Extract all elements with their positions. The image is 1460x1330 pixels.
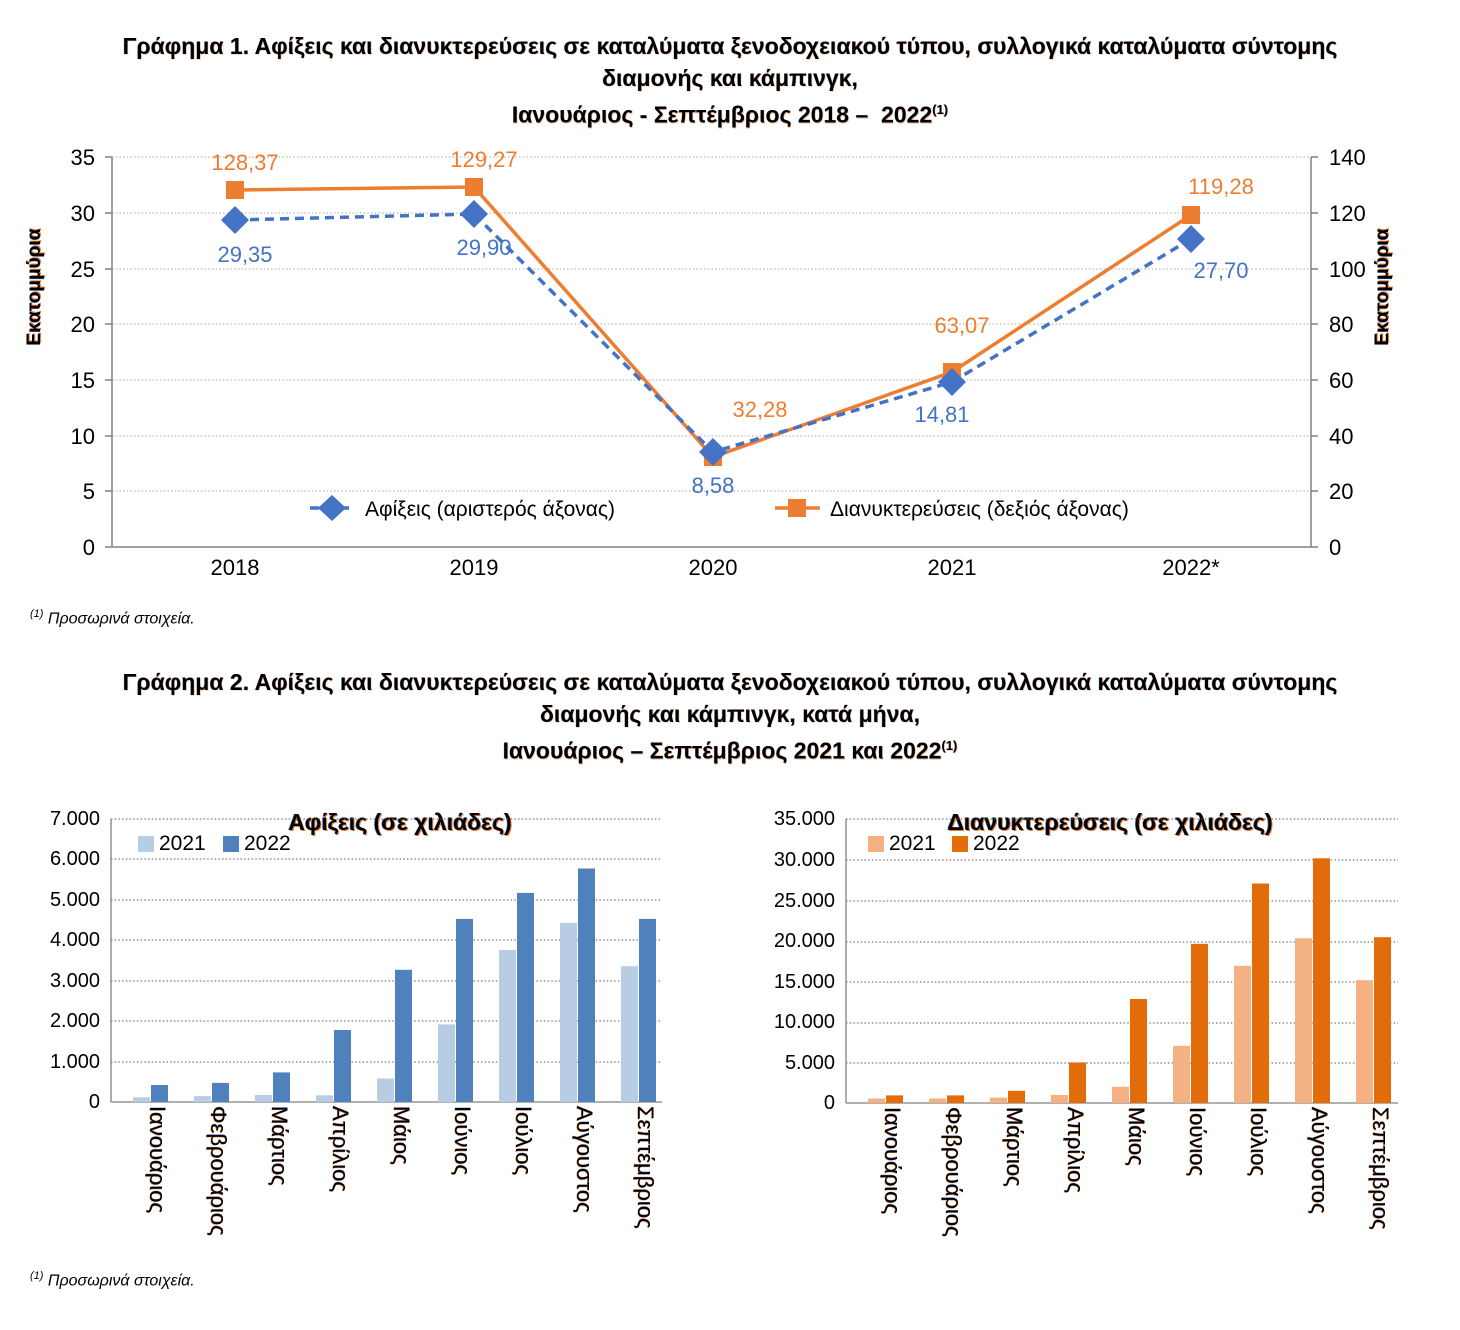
svg-text:119,28: 119,28 xyxy=(1188,174,1254,199)
svg-text:5: 5 xyxy=(83,479,95,504)
svg-text:10.000: 10.000 xyxy=(774,1011,835,1033)
svg-text:Αύγουστος: Αύγουστος xyxy=(572,1106,597,1213)
svg-text:2021: 2021 xyxy=(928,555,977,580)
svg-text:32,28: 32,28 xyxy=(732,397,787,422)
svg-text:Ιανουάριος: Ιανουάριος xyxy=(145,1106,170,1213)
svg-text:120: 120 xyxy=(1329,201,1366,226)
svg-text:1.000: 1.000 xyxy=(50,1051,100,1073)
svg-text:2021: 2021 xyxy=(889,832,936,855)
svg-text:2020: 2020 xyxy=(689,555,738,580)
svg-text:0: 0 xyxy=(83,535,95,560)
svg-text:Ιούνιος: Ιούνιος xyxy=(450,1106,475,1175)
svg-text:Εκατομμύρια: Εκατομμύρια xyxy=(24,228,45,345)
svg-text:Απρίλιος: Απρίλιος xyxy=(328,1106,353,1192)
svg-text:2019: 2019 xyxy=(450,555,499,580)
svg-text:20: 20 xyxy=(71,312,95,337)
svg-text:Μάιος: Μάιος xyxy=(389,1106,414,1165)
svg-text:40: 40 xyxy=(1329,424,1353,449)
svg-text:35: 35 xyxy=(71,145,95,170)
svg-text:29,90: 29,90 xyxy=(456,235,511,260)
svg-text:Φεβρουάριος: Φεβρουάριος xyxy=(941,1107,966,1237)
svg-text:2021: 2021 xyxy=(159,832,206,855)
svg-text:Ιούλιος: Ιούλιος xyxy=(1246,1107,1271,1176)
svg-text:4.000: 4.000 xyxy=(50,929,100,951)
svg-text:15: 15 xyxy=(71,368,95,393)
svg-text:27,70: 27,70 xyxy=(1193,258,1248,283)
svg-text:30: 30 xyxy=(71,201,95,226)
svg-text:0: 0 xyxy=(1329,535,1341,560)
svg-text:Ιούνιος: Ιούνιος xyxy=(1185,1107,1210,1176)
svg-text:Εκατομμύρια: Εκατομμύρια xyxy=(1372,228,1393,345)
svg-text:Διανυκτερεύσεις (δεξιός άξονας: Διανυκτερεύσεις (δεξιός άξονας) xyxy=(830,498,1129,521)
svg-text:Ιούλιος: Ιούλιος xyxy=(511,1106,536,1175)
svg-text:0: 0 xyxy=(824,1092,835,1114)
svg-text:100: 100 xyxy=(1329,257,1366,282)
svg-text:Σεπτέμβριος: Σεπτέμβριος xyxy=(1368,1107,1393,1230)
svg-text:2022*: 2022* xyxy=(1162,555,1220,580)
svg-text:29,35: 29,35 xyxy=(217,242,272,267)
svg-text:63,07: 63,07 xyxy=(934,313,989,338)
svg-text:25: 25 xyxy=(71,257,95,282)
svg-text:Αφίξεις (αριστερός άξονας): Αφίξεις (αριστερός άξονας) xyxy=(365,498,615,521)
svg-text:5.000: 5.000 xyxy=(785,1052,835,1074)
svg-text:2022: 2022 xyxy=(244,832,291,855)
svg-text:Αφίξεις (σε χιλιάδες): Αφίξεις (σε χιλιάδες) xyxy=(288,809,512,835)
svg-text:Σεπτέμβριος: Σεπτέμβριος xyxy=(633,1106,658,1229)
svg-text:80: 80 xyxy=(1329,312,1353,337)
svg-text:Μάρτιος: Μάρτιος xyxy=(1002,1107,1027,1187)
svg-text:7.000: 7.000 xyxy=(50,808,100,830)
svg-text:14,81: 14,81 xyxy=(914,402,969,427)
svg-text:Φεβρουάριος: Φεβρουάριος xyxy=(206,1106,231,1236)
svg-text:Αύγουστος: Αύγουστος xyxy=(1307,1107,1332,1214)
svg-text:140: 140 xyxy=(1329,145,1366,170)
svg-text:35.000: 35.000 xyxy=(774,808,835,830)
svg-text:30.000: 30.000 xyxy=(774,849,835,871)
svg-text:60: 60 xyxy=(1329,368,1353,393)
svg-text:128,37: 128,37 xyxy=(211,150,278,175)
svg-text:Μάρτιος: Μάρτιος xyxy=(267,1106,292,1186)
svg-text:20: 20 xyxy=(1329,479,1353,504)
svg-text:2.000: 2.000 xyxy=(50,1010,100,1032)
svg-text:10: 10 xyxy=(71,424,95,449)
svg-text:Απρίλιος: Απρίλιος xyxy=(1063,1107,1088,1193)
svg-text:2018: 2018 xyxy=(211,555,260,580)
svg-text:2022: 2022 xyxy=(973,832,1020,855)
svg-text:0: 0 xyxy=(89,1091,100,1113)
svg-text:15.000: 15.000 xyxy=(774,971,835,993)
svg-text:Ιανουάριος: Ιανουάριος xyxy=(880,1107,905,1214)
svg-text:3.000: 3.000 xyxy=(50,970,100,992)
svg-text:20.000: 20.000 xyxy=(774,930,835,952)
svg-text:129,27: 129,27 xyxy=(450,147,517,172)
svg-text:Μάιος: Μάιος xyxy=(1124,1107,1149,1166)
svg-text:25.000: 25.000 xyxy=(774,890,835,912)
svg-text:5.000: 5.000 xyxy=(50,889,100,911)
svg-text:8,58: 8,58 xyxy=(692,473,735,498)
svg-text:6.000: 6.000 xyxy=(50,848,100,870)
